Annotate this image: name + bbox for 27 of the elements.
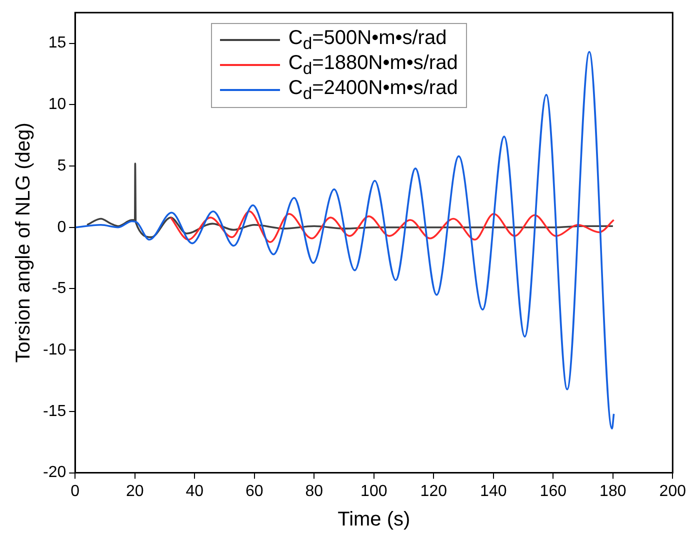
line-series [86,162,614,238]
x-tick-label: 160 [540,482,567,500]
y-tick-label: 0 [57,218,66,236]
line-series [75,50,615,430]
y-tick-label: 5 [57,157,66,174]
x-tick-label: 60 [245,482,264,500]
line-series [170,210,615,243]
legend-label: C$_{d}$=1880N•m•s/rad [288,52,458,78]
y-tick-label: -20 [43,464,66,482]
x-tick-label: 200 [659,482,686,500]
y-axis-title: Torsion angle of NLG (deg) [12,122,35,363]
x-tick-label: 120 [420,482,448,500]
x-tick-label: 80 [305,482,324,500]
x-tick-label: 0 [70,482,80,500]
legend-label: C$_{d}$=500N•m•s/rad [288,26,447,53]
y-tick-label: 15 [48,34,66,52]
y-tick-label: -10 [43,341,66,358]
y-tick-label: -5 [52,280,66,298]
x-tick-label: 40 [186,482,204,500]
y-tick-label: 10 [48,96,66,114]
legend-label: C$_{d}$=2400N•m•s/rad [288,76,458,104]
x-tick-label: 20 [126,482,144,500]
x-tick-label: 100 [360,482,388,500]
x-tick-label: 180 [600,482,626,500]
x-axis-title: Time (s) [338,508,410,531]
x-tick-label: 140 [480,482,507,500]
y-tick-label: -15 [43,402,66,420]
